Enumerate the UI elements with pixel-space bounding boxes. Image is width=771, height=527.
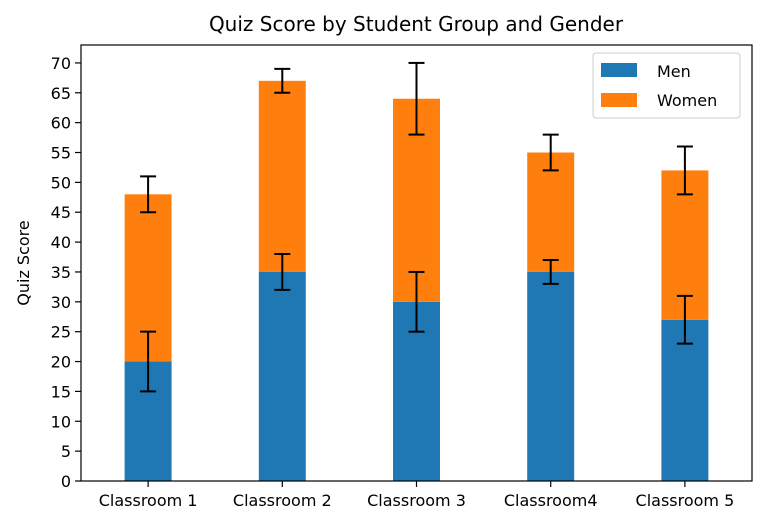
error-bar-men-5 <box>676 294 693 345</box>
y-tick-label-10: 10 <box>51 412 71 431</box>
error-bar-women-4 <box>542 133 559 172</box>
error-bar-women-3 <box>408 61 425 136</box>
legend-swatch-women <box>601 93 637 107</box>
y-axis-label: Quiz Score <box>14 220 33 305</box>
bar-women-4 <box>527 152 575 272</box>
x-tick-label-5: Classroom 5 <box>636 491 735 510</box>
y-tick-label-40: 40 <box>51 233 71 252</box>
error-bar-women-1 <box>140 175 157 214</box>
error-bar-men-4 <box>542 259 559 285</box>
plot-area: 0 5 10 15 20 25 30 35 40 45 50 55 60 65 70 Classroom 1 C… <box>51 44 753 510</box>
y-tick-label-50: 50 <box>51 173 71 192</box>
bar-men-4 <box>527 271 575 481</box>
y-tick-label-5: 5 <box>61 442 71 461</box>
y-tick-label-70: 70 <box>51 54 71 73</box>
y-tick-label-65: 65 <box>51 84 71 103</box>
y-tick-label-35: 35 <box>51 263 71 282</box>
x-tick-label-1: Classroom 1 <box>99 491 198 510</box>
error-bar-men-2 <box>274 253 291 291</box>
bar-women-2 <box>258 80 306 272</box>
x-tick-label-2: Classroom 2 <box>233 491 332 510</box>
legend-label-women: Women <box>657 91 717 110</box>
bar-men-5 <box>661 319 709 481</box>
legend-label-men: Men <box>657 62 691 81</box>
error-bar-men-1 <box>140 330 157 393</box>
y-tick-label-0: 0 <box>61 472 71 491</box>
y-tick-label-15: 15 <box>51 382 71 401</box>
x-tick-label-4: Classroom4 <box>504 491 598 510</box>
y-tick-label-60: 60 <box>51 114 71 133</box>
y-tick-label-20: 20 <box>51 353 71 372</box>
bar-men-2 <box>258 271 306 481</box>
y-tick-label-45: 45 <box>51 203 71 222</box>
error-bar-women-5 <box>676 145 693 196</box>
error-bar-women-2 <box>274 67 291 94</box>
y-tick-label-25: 25 <box>51 323 71 342</box>
y-tick-label-30: 30 <box>51 293 71 312</box>
y-tick-label-55: 55 <box>51 144 71 163</box>
legend-swatch-men <box>601 63 637 77</box>
chart-title: Quiz Score by Student Group and Gender <box>209 12 624 36</box>
error-bar-men-3 <box>408 270 425 333</box>
x-tick-label-3: Classroom 3 <box>367 491 466 510</box>
legend: Men Women <box>592 52 741 119</box>
